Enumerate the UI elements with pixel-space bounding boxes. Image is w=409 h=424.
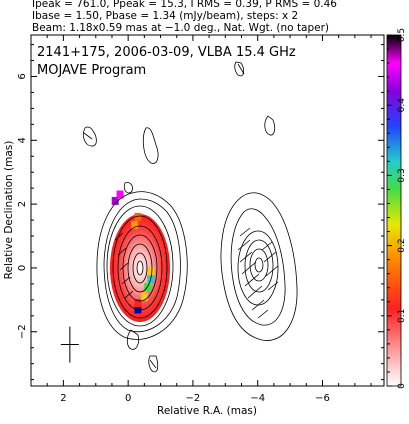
x-tick-label: −4 xyxy=(250,393,265,404)
colorbar-ticks: 0 0.1 0.2 0.3 0.4 0.5 xyxy=(387,28,407,389)
colorbar-tick-label: 0.1 xyxy=(397,309,407,323)
y-tick-label: −2 xyxy=(17,324,28,339)
colorbar-tick-label: 0.5 xyxy=(397,28,407,42)
program-label: MOJAVE Program xyxy=(37,63,146,78)
x-tick-label: 0 xyxy=(125,393,131,404)
plot-frame xyxy=(30,34,385,387)
polarization-pixel xyxy=(134,299,142,308)
polarization-pixel xyxy=(140,292,148,301)
y-tick-label: 0 xyxy=(17,265,28,271)
beam-cross xyxy=(60,326,79,363)
colorbar-tick-label: 0.4 xyxy=(397,98,407,113)
header-stats-line2: Ibase = 1.50, Pbase = 1.34 (mJy/beam), s… xyxy=(32,10,299,22)
polarization-pixel xyxy=(134,305,142,314)
polarization-pixel xyxy=(147,267,155,276)
colorbar-tick-label: 0.2 xyxy=(397,238,407,252)
x-axis-title: Relative R.A. (mas) xyxy=(157,405,257,417)
polarization-pixel xyxy=(134,212,142,221)
source-title: 2141+175, 2006-03-09, VLBA 15.4 GHz xyxy=(37,45,296,60)
header-stats-line1: Ipeak = 761.0, Ppeak = 15.3, I RMS = 0.3… xyxy=(32,0,337,10)
core-contours xyxy=(83,61,245,373)
x-tick-label: −2 xyxy=(186,393,201,404)
axes: 2 0 −2 −4 −6 −2 0 2 4 6 xyxy=(17,35,384,404)
map-area xyxy=(60,61,298,373)
polarization-pixel xyxy=(116,190,124,199)
polarization-pixel xyxy=(111,196,119,205)
y-axis-title: Relative Declination (mas) xyxy=(3,141,15,280)
colorbar xyxy=(386,34,402,387)
header-beam-line: Beam: 1.18x0.59 mas at −1.0 deg., Nat. W… xyxy=(32,22,330,34)
y-tick-label: 2 xyxy=(17,201,28,207)
y-tick-label: 4 xyxy=(17,137,28,143)
colorbar-tick-label: 0 xyxy=(397,383,407,389)
polarization-pixel xyxy=(131,220,139,229)
polarization-vectors xyxy=(83,63,279,369)
x-tick-label: −6 xyxy=(315,393,330,404)
colorbar-tick-label: 0.3 xyxy=(397,168,407,182)
core-intensity-image xyxy=(110,214,170,322)
y-tick-label: 6 xyxy=(17,73,28,79)
jet-contours xyxy=(220,115,298,341)
x-tick-label: 2 xyxy=(60,393,66,404)
